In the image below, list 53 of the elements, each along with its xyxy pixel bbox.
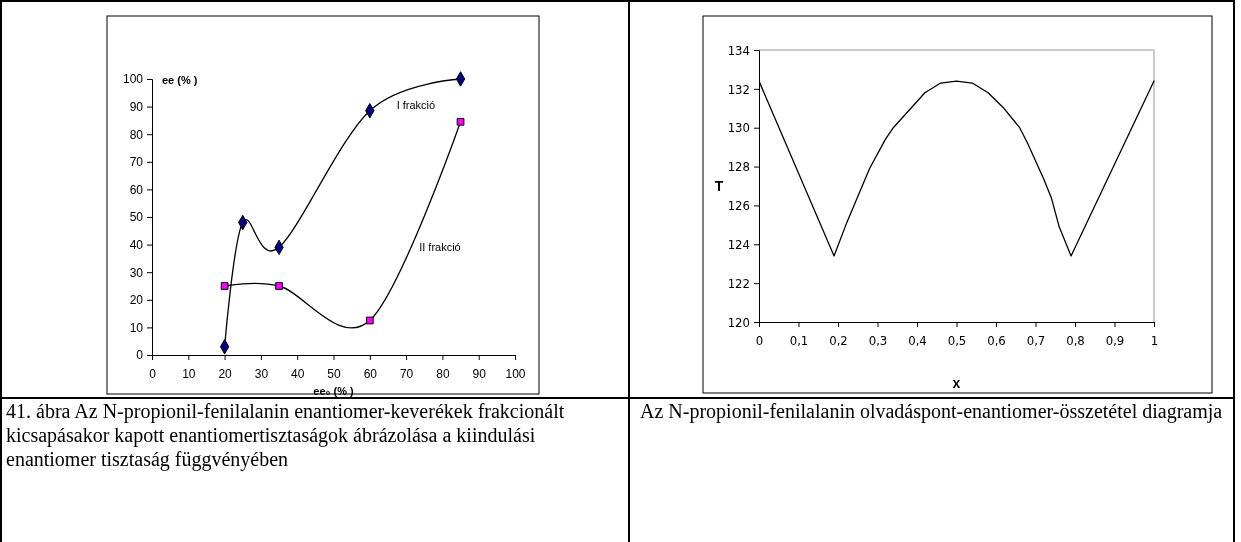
x-tick-label: 60 — [363, 366, 378, 381]
y-tick-label: 124 — [727, 236, 750, 252]
x-tick-label: 0 — [149, 366, 157, 381]
x-axis-title: ee₀ (% ) — [313, 385, 355, 397]
y-tick-label: 0 — [136, 348, 144, 363]
x-tick-label: 0,9 — [1105, 333, 1125, 349]
y-tick-label: 90 — [129, 99, 144, 114]
x-tick-label: 80 — [436, 366, 450, 381]
x-tick-label: 50 — [327, 366, 341, 381]
x-tick-label: 0,4 — [908, 333, 927, 349]
x-tick-label: 0,8 — [1066, 333, 1085, 349]
series-label: I frakció — [396, 98, 436, 111]
x-tick-label: 90 — [472, 366, 487, 381]
x-tick-label: 0,5 — [947, 333, 967, 349]
x-tick-label: 70 — [399, 366, 414, 381]
point — [220, 282, 229, 290]
x-tick-label: 0,7 — [1026, 333, 1046, 349]
x-tick-label: 10 — [182, 366, 196, 381]
series-label: II frakció — [419, 241, 461, 254]
y-tick-label: 10 — [129, 320, 144, 335]
x-tick-label: 1 — [1150, 333, 1159, 349]
y-tick-label: 126 — [727, 198, 750, 214]
x-tick-label: 0,6 — [987, 333, 1006, 349]
text: 41. ábra Az N-propionil-fenilalanin enantiomer-keverékek frakcionált kicsapásakor kapott enantiomertisztaságok ábrázolása a kiindulási enantiomer tisztaság függvényében — [6, 399, 566, 471]
y-tick-label: 122 — [727, 275, 750, 291]
y-tick-label: 132 — [727, 81, 750, 97]
text: Az N-propionil-fenilalanin olvadáspont-enantiomer-összetétel diagramja — [640, 399, 1224, 423]
y-axis-title: T — [714, 178, 724, 194]
y-tick-label: 20 — [129, 293, 144, 308]
x-tick-label: 30 — [254, 366, 269, 381]
x-tick-label: 0,2 — [829, 333, 848, 349]
y-axis-title: ee (% ) — [162, 74, 198, 86]
y-tick-label: 30 — [129, 265, 144, 280]
x-tick-label: 0,3 — [868, 333, 888, 349]
y-tick-label: 130 — [727, 120, 750, 136]
y-tick-label: 70 — [129, 155, 144, 170]
x-tick-label: 0,1 — [789, 333, 809, 349]
y-tick-label: 128 — [727, 159, 750, 175]
x-axis-title: x — [952, 375, 961, 391]
point — [365, 316, 374, 325]
x-tick-label: 100 — [505, 366, 526, 381]
point — [456, 117, 465, 126]
y-tick-label: 120 — [727, 314, 750, 330]
y-tick-label: 60 — [129, 182, 144, 197]
x-tick-label: 0 — [755, 333, 764, 349]
y-tick-label: 100 — [122, 72, 144, 87]
x-tick-label: 40 — [291, 366, 305, 381]
y-tick-label: 40 — [129, 237, 144, 252]
point — [275, 282, 283, 290]
y-tick-label: 134 — [727, 42, 750, 58]
y-tick-label: 50 — [129, 210, 144, 225]
x-tick-label: 20 — [218, 366, 233, 381]
y-tick-label: 80 — [129, 127, 144, 142]
